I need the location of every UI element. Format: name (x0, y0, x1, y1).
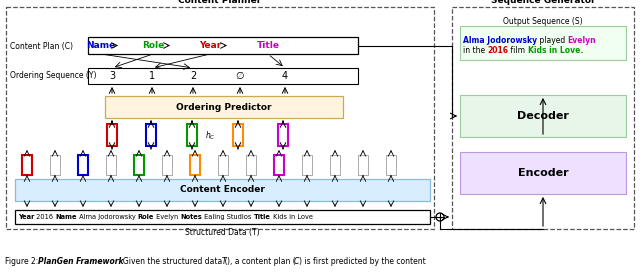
Text: Evelyn: Evelyn (154, 214, 180, 220)
Bar (452, 7, 634, 229)
Bar (190, 155, 200, 175)
Text: C: C (294, 257, 300, 266)
Bar (88, 37, 358, 54)
Bar (187, 124, 197, 146)
Bar (460, 152, 626, 194)
Bar (146, 124, 156, 146)
Bar (6, 7, 434, 229)
Bar (218, 155, 228, 175)
Text: Name: Name (56, 214, 77, 220)
Text: Content Encoder: Content Encoder (180, 186, 264, 195)
Text: Decoder: Decoder (517, 111, 569, 121)
Text: Output Sequence (S): Output Sequence (S) (503, 17, 583, 26)
Text: 4: 4 (282, 71, 288, 81)
Text: Ordering Predictor: Ordering Predictor (176, 102, 272, 111)
Text: 3: 3 (109, 71, 115, 81)
Text: Structured Data (T): Structured Data (T) (185, 228, 259, 237)
Text: ∅: ∅ (236, 71, 244, 81)
Bar (233, 124, 243, 146)
Text: Title: Title (257, 41, 280, 50)
Bar (274, 155, 284, 175)
Bar (15, 179, 430, 201)
Text: Kids in Love: Kids in Love (271, 214, 313, 220)
Text: $h_C$: $h_C$ (205, 130, 215, 142)
Text: Name: Name (86, 41, 116, 50)
Text: Notes: Notes (180, 214, 202, 220)
Bar (107, 124, 117, 146)
Bar (278, 124, 288, 146)
Bar (330, 155, 340, 175)
Bar (162, 155, 172, 175)
Text: Role: Role (142, 41, 164, 50)
Text: Year: Year (18, 214, 35, 220)
Text: Content Plan (C): Content Plan (C) (10, 41, 73, 50)
Bar (105, 96, 343, 118)
Text: 1: 1 (149, 71, 155, 81)
Text: ) is first predicted by the content: ) is first predicted by the content (299, 257, 426, 266)
Bar (386, 155, 396, 175)
Bar (358, 155, 368, 175)
Text: Alma Jodorowsky: Alma Jodorowsky (77, 214, 138, 220)
Bar (88, 68, 358, 84)
Text: in the: in the (463, 46, 488, 55)
Bar (50, 155, 60, 175)
Text: played: played (537, 36, 568, 45)
Bar (460, 95, 626, 137)
Bar (460, 26, 626, 60)
Text: Sequence Generator: Sequence Generator (491, 0, 595, 5)
Text: Title: Title (254, 214, 271, 220)
Text: : Given the structured data (: : Given the structured data ( (118, 257, 228, 266)
Text: 2: 2 (190, 71, 196, 81)
Bar (246, 155, 256, 175)
Text: Ealing Studios: Ealing Studios (202, 214, 254, 220)
Text: film: film (509, 46, 528, 55)
Bar (15, 210, 430, 224)
Text: Year: Year (199, 41, 221, 50)
Text: Evelyn: Evelyn (568, 36, 596, 45)
Text: Encoder: Encoder (518, 168, 568, 178)
Bar (22, 155, 32, 175)
Text: Ordering Sequence (Y): Ordering Sequence (Y) (10, 71, 97, 81)
Text: 2016: 2016 (35, 214, 56, 220)
Text: PlanGen Framework: PlanGen Framework (38, 257, 124, 266)
Text: 2016: 2016 (488, 46, 509, 55)
Text: Content Planner: Content Planner (179, 0, 262, 5)
Text: Figure 2:: Figure 2: (5, 257, 40, 266)
Bar (134, 155, 144, 175)
Bar (78, 155, 88, 175)
Bar (106, 155, 116, 175)
Text: Role: Role (138, 214, 154, 220)
Text: Alma Jodorowsky: Alma Jodorowsky (463, 36, 537, 45)
Bar (302, 155, 312, 175)
Text: T: T (222, 257, 227, 266)
Text: ), a content plan (: ), a content plan ( (227, 257, 296, 266)
Text: Kids in Love.: Kids in Love. (528, 46, 583, 55)
